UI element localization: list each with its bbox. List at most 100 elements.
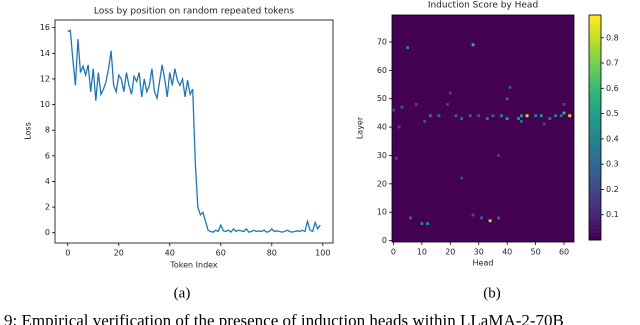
- colorbar-segment: [589, 198, 601, 203]
- heatmap-cell: [497, 216, 501, 220]
- y-tick-label: 20: [377, 179, 387, 188]
- heatmap-cell: [426, 222, 429, 225]
- y-tick-label: 16: [40, 23, 50, 32]
- y-tick-label: 0: [45, 228, 50, 237]
- panel-label: (b): [483, 285, 501, 301]
- colorbar-tick-label: 0.1: [606, 210, 619, 219]
- colorbar-segment: [589, 213, 601, 218]
- heatmap-cell: [519, 119, 523, 123]
- y-tick-label: 14: [40, 49, 50, 58]
- colorbar-segment: [589, 205, 601, 211]
- heatmap-cell: [519, 114, 523, 118]
- heatmap-cell: [548, 117, 552, 120]
- heatmap-cell: [542, 122, 546, 126]
- heatmap-cell: [488, 219, 492, 223]
- colorbar-segment: [589, 194, 601, 200]
- colorbar-tick-label: 0.5: [606, 109, 619, 118]
- y-tick-label: 6: [45, 151, 50, 160]
- x-tick-label: 20: [114, 249, 124, 258]
- heatmap-cell: [448, 91, 452, 95]
- colorbar-segment: [589, 168, 601, 173]
- colorbar-segment: [589, 202, 601, 207]
- x-tick-label: 60: [216, 249, 226, 258]
- heatmap-cell: [446, 102, 449, 106]
- line-series: [67, 29, 321, 234]
- colorbar-segment: [589, 187, 601, 192]
- colorbar-segment: [589, 52, 601, 57]
- colorbar-segment: [589, 217, 601, 222]
- heatmap-cell: [471, 213, 475, 217]
- x-tick-label: 60: [559, 248, 569, 257]
- colorbar-segment: [589, 14, 601, 20]
- colorbar-segment: [589, 228, 601, 233]
- heatmap-cell: [477, 114, 481, 118]
- colorbar-segment: [589, 82, 601, 87]
- heatmap-cell: [468, 114, 472, 118]
- colorbar-segment: [589, 55, 601, 61]
- y-tick-label: 8: [45, 126, 50, 135]
- x-tick-label: 0: [391, 248, 396, 257]
- x-tick-label: 40: [165, 249, 175, 258]
- heatmap-cell: [491, 114, 495, 118]
- y-tick-label: 50: [377, 94, 387, 103]
- colorbar-segment: [589, 179, 601, 185]
- y-axis-label: Loss: [24, 122, 33, 140]
- colorbar-segment: [589, 175, 601, 181]
- colorbar-segment: [589, 190, 601, 196]
- colorbar-segment: [589, 119, 601, 125]
- chart-title: Loss by position on random repeated toke…: [94, 7, 294, 17]
- colorbar-segment: [589, 48, 601, 53]
- colorbar-segment: [589, 224, 601, 230]
- colorbar-segment: [589, 123, 601, 128]
- y-tick-label: 12: [40, 74, 50, 83]
- colorbar-segment: [589, 164, 601, 170]
- colorbar-segment: [589, 40, 601, 46]
- colorbar-segment: [589, 115, 601, 121]
- heatmap-cell: [397, 125, 401, 129]
- heatmap-cell: [517, 117, 520, 120]
- colorbar-tick-label: 0.3: [606, 160, 619, 169]
- y-tick-label: 70: [377, 37, 387, 46]
- heatmap-cell: [460, 117, 464, 120]
- heatmap-cell: [554, 114, 557, 118]
- colorbar-segment: [589, 78, 601, 83]
- colorbar-segment: [589, 29, 601, 35]
- colorbar-segment: [589, 108, 601, 113]
- colorbar-segment: [589, 59, 601, 65]
- heatmap-cell: [406, 46, 410, 50]
- colorbar-segment: [589, 63, 601, 68]
- colorbar-segment: [589, 70, 601, 76]
- colorbar-segment: [589, 232, 601, 237]
- colorbar-segment: [589, 138, 601, 143]
- colorbar-segment: [589, 104, 601, 110]
- colorbar-segment: [589, 67, 601, 72]
- colorbar-tick-label: 0.4: [606, 134, 619, 143]
- caption: 9: Empirical verification of the presenc…: [4, 311, 564, 325]
- heatmap-cell: [539, 114, 543, 118]
- heatmap-cell: [394, 156, 398, 160]
- heatmap-cell: [505, 97, 509, 101]
- y-tick-label: 30: [377, 151, 387, 160]
- colorbar-segment: [589, 235, 601, 241]
- y-axis-label: Layer: [356, 116, 365, 139]
- colorbar-segment: [589, 74, 601, 80]
- heatmap-cell: [500, 114, 503, 118]
- heatmap-cell: [437, 114, 441, 118]
- colorbar-tick-label: 0.6: [606, 84, 619, 93]
- heatmap-cell: [508, 85, 512, 89]
- colorbar-segment: [589, 220, 601, 226]
- colorbar-segment: [589, 85, 601, 91]
- colorbar-segment: [589, 134, 601, 140]
- heatmap-cell: [525, 114, 529, 118]
- y-tick-label: 0: [382, 236, 387, 245]
- x-tick-label: 20: [445, 248, 455, 257]
- panel-label: (a): [174, 285, 191, 301]
- y-tick-label: 10: [40, 100, 50, 109]
- x-tick-label: 30: [474, 248, 484, 257]
- colorbar-segment: [589, 145, 601, 151]
- colorbar-segment: [589, 160, 601, 166]
- colorbar-segment: [589, 127, 601, 132]
- y-tick-label: 10: [377, 208, 387, 217]
- colorbar-segment: [589, 89, 601, 95]
